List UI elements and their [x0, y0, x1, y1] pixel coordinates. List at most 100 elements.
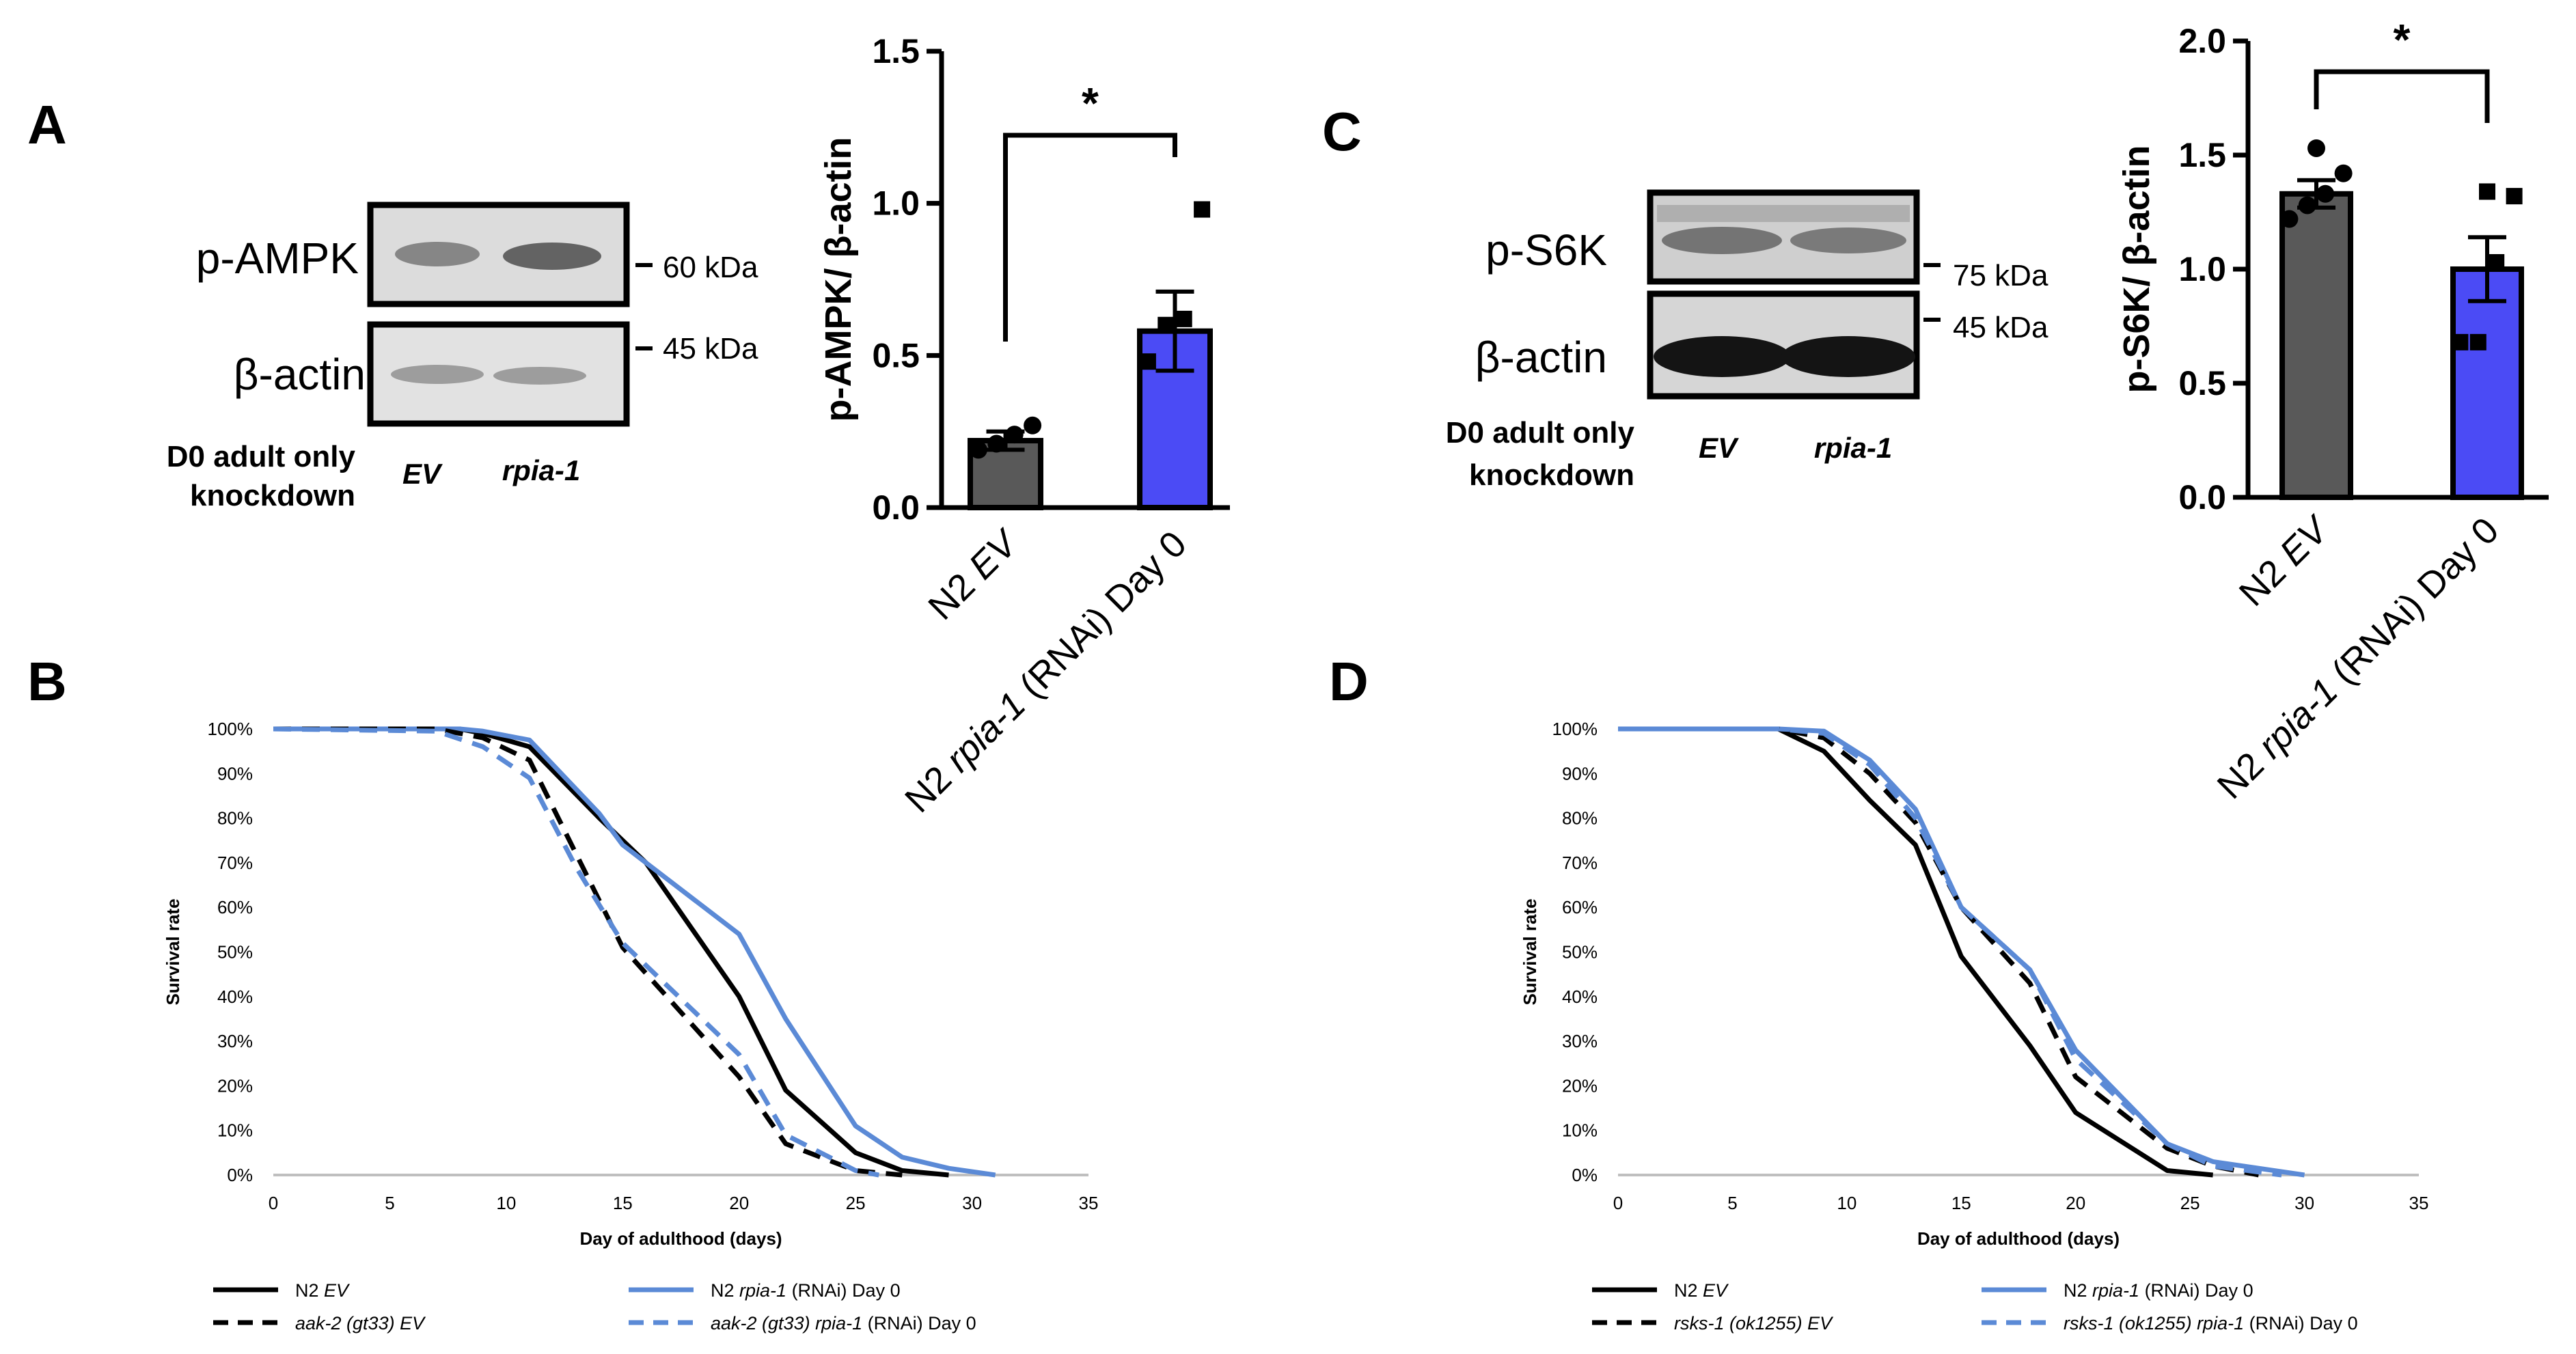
legend-label-3-part-0: rsks-1 (ok1255) — [1674, 1313, 1807, 1334]
legend-label-2-part-2: (RNAi) Day 0 — [786, 1280, 901, 1301]
western-blot-c: p-S6K β-actin 75 kDa 45 kDa D0 adult onl… — [1446, 189, 2049, 492]
series-line-4 — [273, 726, 879, 1178]
blot-a-band-rpia-1 — [503, 243, 601, 270]
panel-label-d: D — [1329, 651, 1369, 712]
significance-bracket — [1003, 133, 1177, 342]
data-point — [1194, 201, 1211, 218]
blot-a-lane-2: rpia-1 — [502, 454, 580, 486]
x-tick-label: 5 — [1727, 1193, 1737, 1213]
legend-label-1-part-1: EV — [324, 1280, 351, 1301]
category-label-1: N2 EV — [2232, 508, 2338, 614]
category-label-2-part-2: (RNAi) Day 0 — [1004, 523, 1194, 713]
legend: N2 EV N2 rpia-1 (RNAi) Day 0 rsks-1 (ok125… — [1592, 1280, 2358, 1334]
x-tick-label: 25 — [846, 1193, 866, 1213]
x-axis-label: Day of adulthood (days) — [579, 1228, 782, 1249]
data-point — [2479, 183, 2495, 200]
data-point — [1024, 416, 1042, 434]
significance-star: * — [1082, 79, 1099, 128]
y-tick-label: 100% — [1552, 719, 1598, 739]
blot-a-condition-1: D0 adult only — [167, 440, 356, 473]
legend-label-3-part-1: EV — [400, 1313, 426, 1334]
legend-label-3: rsks-1 (ok1255) EV — [1674, 1313, 1834, 1334]
blot-c-marker-1: 75 kDa — [1953, 259, 2049, 292]
western-blot-a: p-AMPK β-actin 60 kDa 45 kDa D0 adult on… — [167, 202, 758, 512]
series-line-1 — [1618, 726, 2213, 1178]
blot-a-lane-1: EV — [402, 458, 443, 490]
y-tick-label: 30% — [217, 1031, 253, 1051]
category-label-1: N2 EV — [920, 521, 1027, 628]
blot-c-band-rpia-1 — [1790, 227, 1906, 253]
y-tick-label: 60% — [1562, 897, 1598, 917]
blot-a-marker-2: 45 kDa — [663, 332, 758, 365]
x-tick-label: 5 — [385, 1193, 394, 1213]
y-tick-label: 1.0 — [872, 184, 920, 223]
category-label-2: N2 rpia-1 (RNAi) Day 0 — [2210, 510, 2507, 807]
y-tick-label: 1.0 — [2178, 250, 2226, 288]
x-tick-label: 10 — [1837, 1193, 1856, 1213]
y-tick-label: 60% — [217, 897, 253, 917]
legend-label-4-part-1: (RNAi) Day 0 — [862, 1313, 976, 1334]
legend-label-2: N2 rpia-1 (RNAi) Day 0 — [2064, 1280, 2253, 1301]
data-point — [2280, 210, 2299, 228]
bar-1 — [2279, 191, 2353, 500]
data-point — [2488, 253, 2505, 271]
data-point — [1005, 426, 1024, 444]
x-tick-label: 0 — [1613, 1193, 1623, 1213]
y-tick-label: 0.5 — [2178, 364, 2226, 402]
legend-label-4: rsks-1 (ok1255) rpia-1 (RNAi) Day 0 — [2064, 1313, 2358, 1334]
y-axis-label: Survival rate — [1520, 898, 1540, 1005]
legend-label-2-part-0: N2 — [711, 1280, 739, 1301]
y-tick-label: 2.0 — [2178, 22, 2226, 60]
legend-label-4-part-0: aak-2 (gt33) rpia-1 — [711, 1313, 862, 1334]
legend-label-3-part-1: EV — [1807, 1313, 1834, 1334]
y-tick-label: 0.0 — [2178, 478, 2226, 516]
y-tick-label: 70% — [217, 853, 253, 873]
data-point — [969, 441, 987, 459]
legend-label-1: N2 EV — [1674, 1280, 1729, 1301]
legend-label-2: N2 rpia-1 (RNAi) Day 0 — [711, 1280, 901, 1301]
survival-chart-d: 0% 10% 20% 30% 40% 50% 60% 70% 80% 90% 100% 0 5 10 15 2… — [1520, 719, 2428, 1334]
x-tick-label: 15 — [613, 1193, 633, 1213]
y-tick-label: 0% — [227, 1165, 253, 1185]
legend-label-4: aak-2 (gt33) rpia-1 (RNAi) Day 0 — [711, 1313, 976, 1334]
legend-label-3-part-0: aak-2 (gt33) — [295, 1313, 400, 1334]
y-tick-label: 10% — [217, 1120, 253, 1141]
data-point — [2298, 196, 2316, 215]
blot-c-band-top — [1657, 205, 1910, 222]
legend-label-1-part-0: N2 — [1674, 1280, 1703, 1301]
x-tick-label: 30 — [2294, 1193, 2314, 1213]
blot-a-label-2: β-actin — [234, 350, 366, 399]
series-line-4 — [1618, 726, 2282, 1178]
legend-label-1-part-0: N2 — [295, 1280, 324, 1301]
data-point — [2506, 188, 2523, 205]
survival-chart-b: 0% 10% 20% 30% 40% 50% 60% 70% 80% 90% 100% 0 5 10 15 2… — [163, 719, 1098, 1334]
blot-c-label-1: p-S6K — [1485, 225, 1607, 275]
legend-label-2-part-1: rpia-1 — [2092, 1280, 2139, 1301]
blot-c-marker-2: 45 kDa — [1953, 311, 2049, 344]
blot-c-label-2: β-actin — [1475, 333, 1607, 382]
data-point — [2452, 333, 2469, 350]
blot-c-band-ev-2 — [1654, 336, 1790, 377]
blot-c-lane-2: rpia-1 — [1814, 432, 1892, 464]
data-point — [987, 434, 1006, 453]
legend-label-2-part-1: rpia-1 — [739, 1280, 786, 1301]
panel-label-a: A — [27, 94, 67, 155]
significance-star: * — [2394, 15, 2411, 64]
series-line-3 — [1618, 726, 2260, 1178]
y-axis-label: p-AMPK/ β-actin — [818, 137, 859, 422]
y-tick-label: 100% — [208, 719, 254, 739]
bar-2 — [2450, 266, 2524, 500]
x-tick-label: 35 — [2409, 1193, 2429, 1213]
legend-label-1: N2 EV — [295, 1280, 351, 1301]
data-point — [2307, 139, 2325, 157]
x-axis-label: Day of adulthood (days) — [1917, 1228, 2120, 1249]
y-tick-label: 30% — [1562, 1031, 1598, 1051]
x-tick-label: 10 — [496, 1193, 516, 1213]
x-tick-label: 0 — [269, 1193, 278, 1213]
y-tick-label: 1.5 — [872, 32, 920, 70]
significance-bracket — [2314, 69, 2490, 123]
data-point — [1175, 310, 1192, 327]
blot-a-marker-1: 60 kDa — [663, 251, 758, 284]
